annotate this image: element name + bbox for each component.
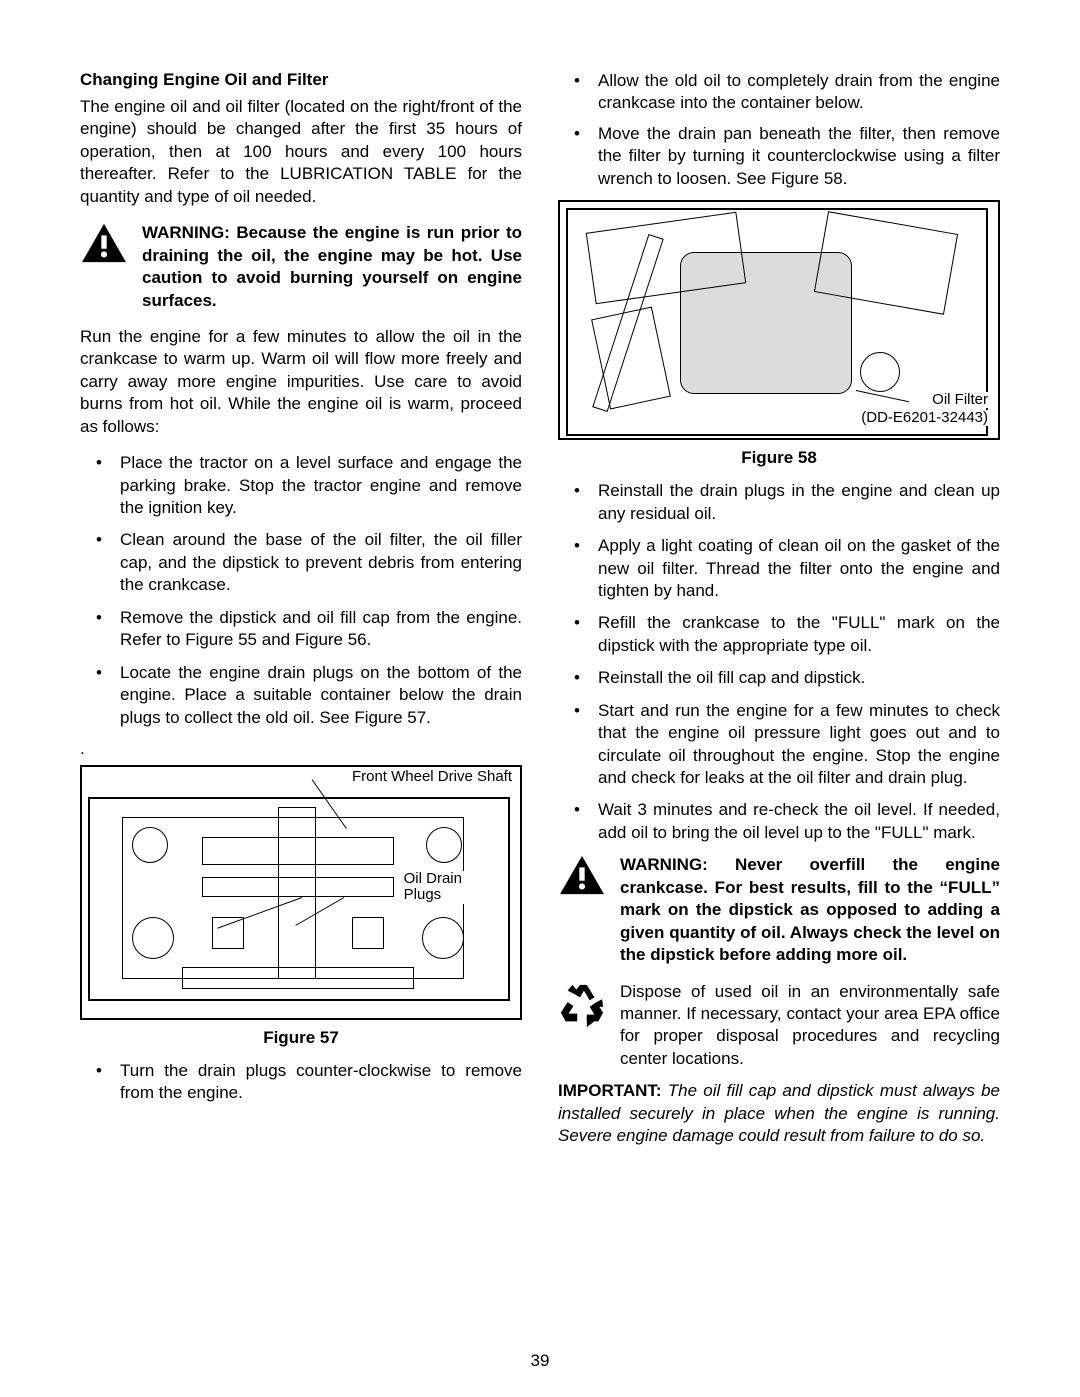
figure-58: Oil Filter (DD-E6201-32443) Figure 58 bbox=[558, 200, 1000, 468]
figure-57-illustration: Front Wheel Drive Shaft Oil Drain Plugs bbox=[80, 765, 522, 1020]
list-item: Move the drain pan beneath the filter, t… bbox=[558, 123, 1000, 190]
list-item: Wait 3 minutes and re-check the oil leve… bbox=[558, 799, 1000, 844]
warning-hot-engine: WARNING: Because the engine is run prior… bbox=[80, 222, 522, 312]
list-item: Start and run the engine for a few minut… bbox=[558, 700, 1000, 790]
manual-page: Changing Engine Oil and Filter The engin… bbox=[0, 0, 1080, 1397]
important-lead: IMPORTANT: bbox=[558, 1081, 662, 1100]
warning-icon bbox=[558, 854, 606, 896]
warning-icon bbox=[80, 222, 128, 264]
warning-overfill: WARNING: Never overfill the engine crank… bbox=[558, 854, 1000, 966]
list-item: Apply a light coating of clean oil on th… bbox=[558, 535, 1000, 602]
two-column-layout: Changing Engine Oil and Filter The engin… bbox=[80, 70, 1000, 1150]
figure-57: Front Wheel Drive Shaft Oil Drain Plugs … bbox=[80, 765, 522, 1048]
recycle-text: Dispose of used oil in an environmentall… bbox=[620, 981, 1000, 1071]
figure-58-illustration: Oil Filter (DD-E6201-32443) bbox=[558, 200, 1000, 440]
figure-57-caption: Figure 57 bbox=[80, 1028, 522, 1048]
warmup-paragraph: Run the engine for a few minutes to allo… bbox=[80, 326, 522, 438]
figure-57-label-shaft: Front Wheel Drive Shaft bbox=[350, 769, 514, 786]
list-item: Reinstall the drain plugs in the engine … bbox=[558, 480, 1000, 525]
procedure-list-4: Reinstall the drain plugs in the engine … bbox=[558, 480, 1000, 844]
list-item: Reinstall the oil fill cap and dipstick. bbox=[558, 667, 1000, 689]
list-item: Remove the dipstick and oil fill cap fro… bbox=[80, 607, 522, 652]
stray-period: . bbox=[80, 739, 522, 759]
recycle-note: Dispose of used oil in an environmentall… bbox=[558, 981, 1000, 1071]
recycle-icon bbox=[558, 981, 606, 1029]
figure-58-caption: Figure 58 bbox=[558, 448, 1000, 468]
procedure-list-1: Place the tractor on a level surface and… bbox=[80, 452, 522, 729]
important-note: IMPORTANT: The oil fill cap and dipstick… bbox=[558, 1080, 1000, 1147]
list-item: Place the tractor on a level surface and… bbox=[80, 452, 522, 519]
figure-58-label-filter: Oil Filter bbox=[930, 392, 990, 409]
figure-58-label-code: (DD-E6201-32443) bbox=[859, 410, 990, 427]
warning-text: WARNING: Never overfill the engine crank… bbox=[620, 854, 1000, 966]
list-item: Refill the crankcase to the "FULL" mark … bbox=[558, 612, 1000, 657]
list-item: Locate the engine drain plugs on the bot… bbox=[80, 662, 522, 729]
intro-paragraph: The engine oil and oil filter (located o… bbox=[80, 96, 522, 208]
list-item: Turn the drain plugs counter-clockwise t… bbox=[80, 1060, 522, 1105]
page-number: 39 bbox=[0, 1351, 1080, 1371]
procedure-list-3: Move the drain pan beneath the filter, t… bbox=[558, 123, 1000, 190]
list-item: Allow the old oil to completely drain fr… bbox=[558, 70, 1000, 115]
section-heading: Changing Engine Oil and Filter bbox=[80, 70, 522, 90]
warning-text: WARNING: Because the engine is run prior… bbox=[142, 222, 522, 312]
list-item: Clean around the base of the oil filter,… bbox=[80, 529, 522, 596]
figure-57-label-plugs: Oil Drain Plugs bbox=[402, 871, 464, 904]
